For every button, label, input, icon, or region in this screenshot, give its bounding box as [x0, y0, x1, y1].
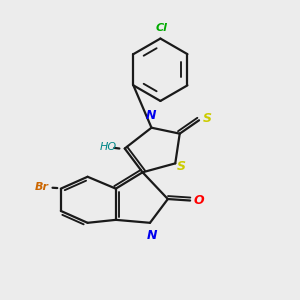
Text: HO: HO [100, 142, 117, 152]
Text: Br: Br [34, 182, 48, 192]
Text: S: S [177, 160, 186, 173]
Text: N: N [146, 110, 156, 122]
Text: N: N [146, 229, 157, 242]
Text: Cl: Cl [156, 23, 168, 33]
Text: S: S [202, 112, 211, 125]
Text: O: O [194, 194, 204, 207]
